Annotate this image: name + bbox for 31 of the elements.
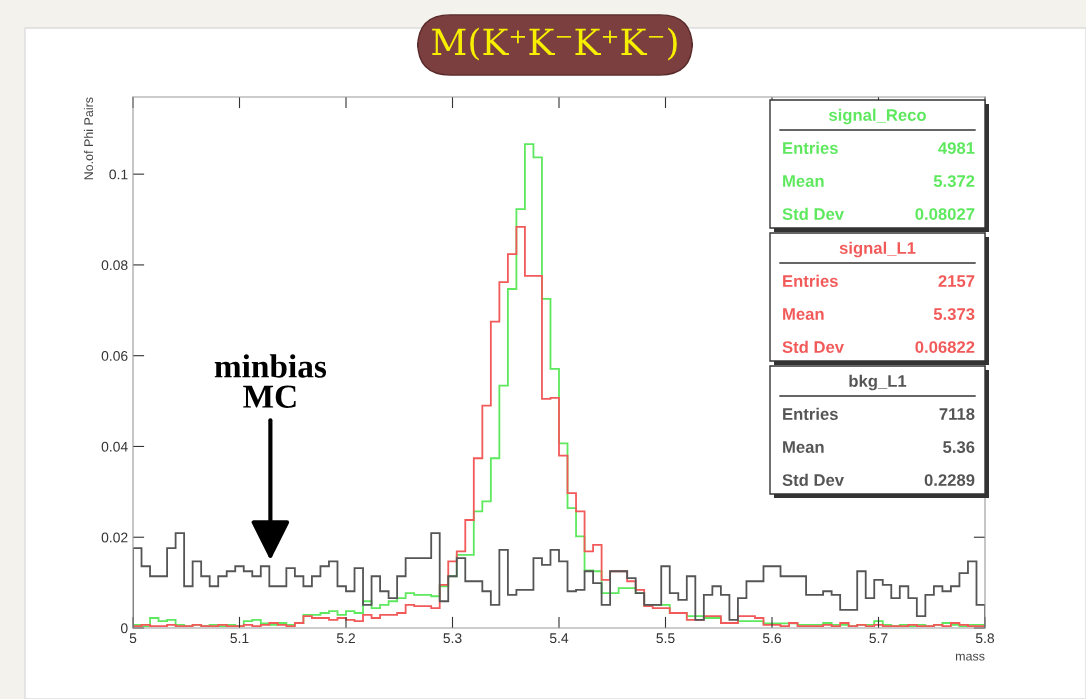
x-tick-label: 5.7 bbox=[869, 633, 888, 644]
y-tick-label: 0 bbox=[120, 623, 128, 634]
y-tick-label: 0.02 bbox=[101, 532, 128, 543]
text: Mean 5.36 bbox=[783, 441, 975, 453]
text: Std Dev 0.08027 bbox=[782, 207, 975, 220]
annotation: minbias MC bbox=[214, 354, 327, 408]
y-tick-label: 0.1 bbox=[109, 169, 128, 180]
text: Std Dev 0.06822 bbox=[782, 340, 975, 353]
chart-title: M(K⁺K⁻K⁺K⁻) bbox=[432, 27, 677, 61]
text: Mean 5.372 bbox=[783, 175, 975, 187]
y-tick-label: 0.08 bbox=[101, 260, 128, 271]
x-tick-label: 5.5 bbox=[656, 633, 675, 644]
text: signal_Reco bbox=[829, 108, 926, 125]
text: bkg_L1 bbox=[849, 374, 907, 391]
x-tick-label: 5.3 bbox=[443, 633, 462, 644]
text: Entries 4981 bbox=[783, 141, 975, 154]
text: signal_L1 bbox=[839, 241, 916, 258]
y-axis-title: No.of Phi Pairs bbox=[83, 97, 94, 180]
y-tick-label: 0.06 bbox=[101, 351, 128, 361]
text: Std Dev 0.2289 bbox=[782, 473, 975, 486]
x-tick-label: 5.1 bbox=[230, 633, 249, 644]
text: Entries 2157 bbox=[783, 274, 975, 287]
x-tick-label: 5.8 bbox=[975, 633, 995, 644]
y-tick-label: 0.04 bbox=[101, 441, 128, 452]
x-axis-title: mass bbox=[955, 653, 985, 661]
text: Mean 5.373 bbox=[783, 308, 975, 320]
x-tick-label: 5.6 bbox=[762, 633, 782, 644]
x-tick-label: 5 bbox=[129, 633, 137, 644]
x-tick-label: 5.4 bbox=[549, 633, 569, 644]
x-tick-label: 5.2 bbox=[336, 633, 355, 644]
text: Entries 7118 bbox=[783, 407, 975, 420]
